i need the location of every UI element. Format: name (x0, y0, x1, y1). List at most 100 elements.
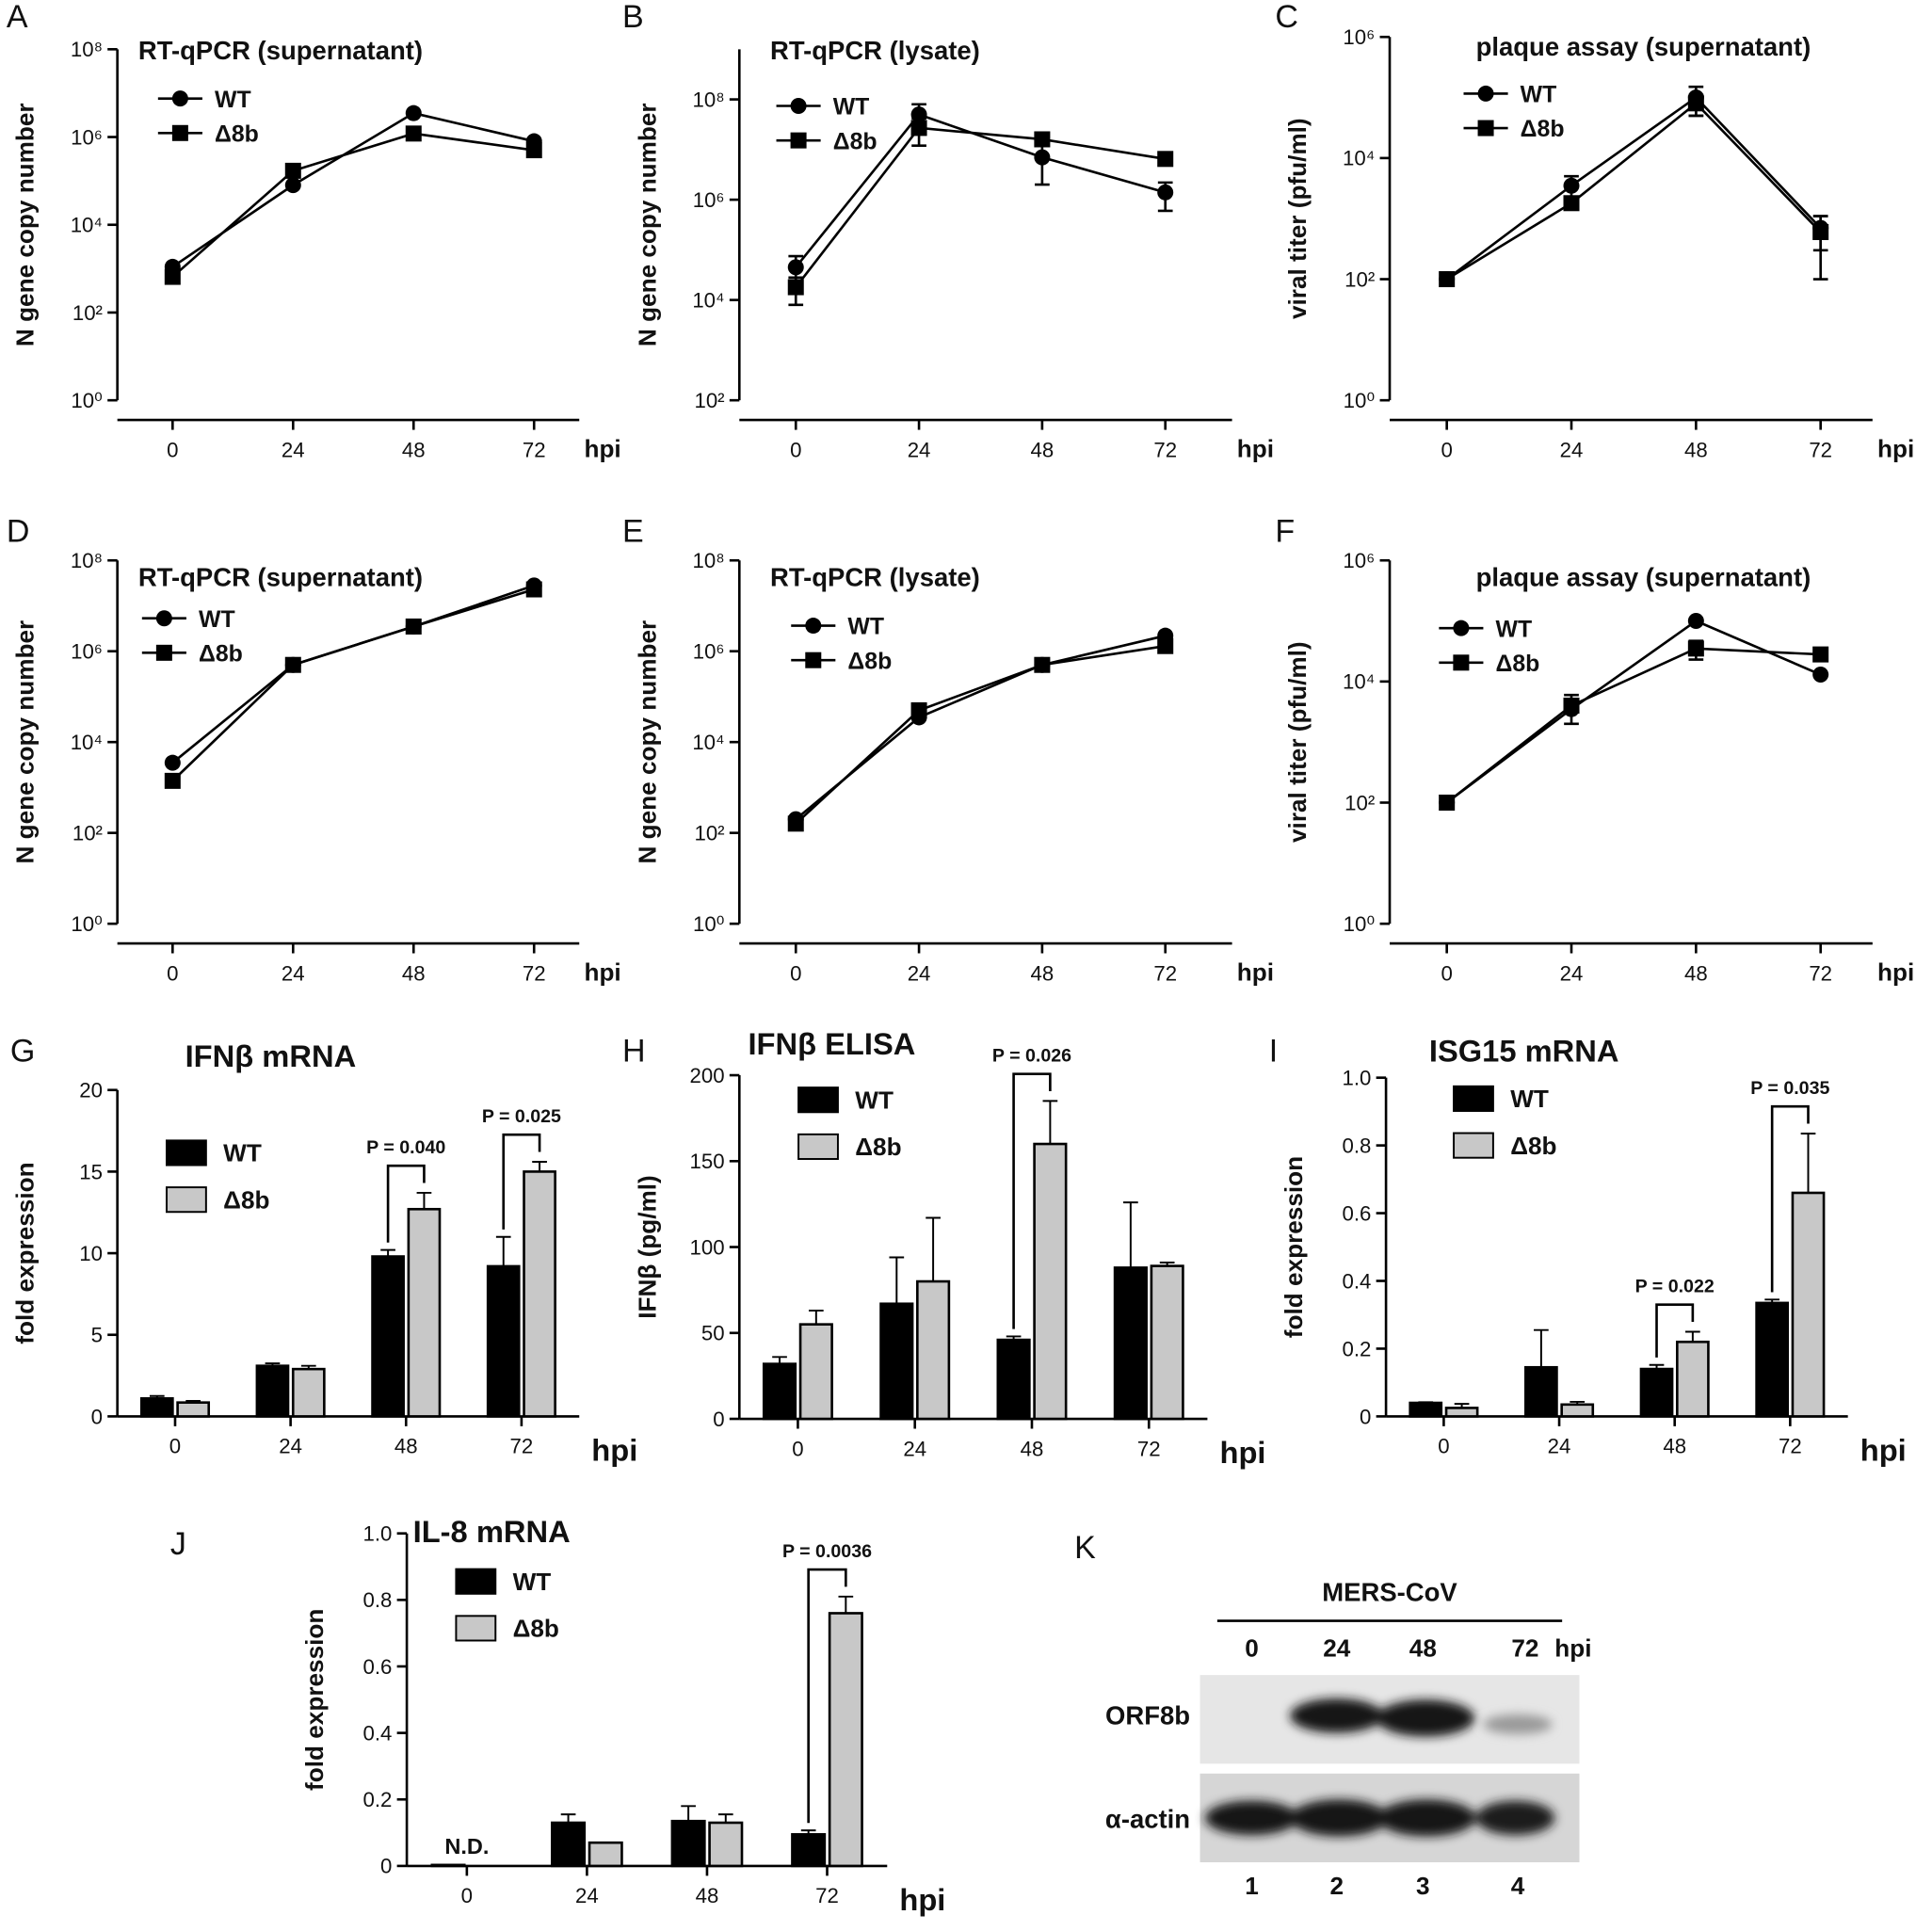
bar (879, 1302, 914, 1421)
bar (430, 1863, 466, 1868)
legend-label: WT (223, 1139, 262, 1167)
lane-label: 0 (1245, 1634, 1259, 1663)
x-tick-label: 24 (1548, 1435, 1571, 1458)
chart-title: RT-qPCR (lysate) (770, 36, 980, 65)
legend-label: WT (1510, 1085, 1549, 1113)
panel-letter: C (1275, 0, 1298, 35)
chart-title: IFNβ mRNA (185, 1038, 357, 1073)
point (910, 120, 927, 137)
blot-title: MERS-CoV (1322, 1578, 1457, 1607)
y-tick-label: 10⁰ (693, 912, 725, 936)
x-tick-label: 48 (1684, 961, 1708, 985)
legend-label: WT (847, 615, 884, 640)
y-tick-label: 10⁶ (1343, 25, 1375, 49)
bar (1113, 1266, 1148, 1421)
annotation: P = 0.026 (992, 1046, 1071, 1067)
y-tick-label: 10⁴ (71, 214, 103, 237)
point (525, 142, 542, 159)
chart-title: IL-8 mRNA (413, 1514, 571, 1549)
y-tick-label: 10⁸ (693, 549, 725, 572)
panel: E RT-qPCR (lysate) N gene copy number 10⁰ 10… (622, 514, 1274, 987)
y-tick-label: 10² (72, 301, 103, 325)
legend-swatch (797, 1086, 839, 1114)
x-tick-label: 0 (169, 1435, 181, 1458)
legend-label: WT (513, 1568, 552, 1596)
bar (791, 1833, 827, 1868)
x-tick-label: 72 (523, 438, 546, 461)
point (284, 162, 301, 179)
point (1439, 794, 1456, 812)
series-line (795, 644, 1166, 825)
y-tick-label: 10⁰ (1344, 389, 1376, 412)
legend-swatch (797, 1133, 839, 1160)
point (405, 618, 422, 635)
bar (1639, 1367, 1674, 1418)
y-axis-label: IFNβ (pg/ml) (633, 1175, 661, 1319)
bar (176, 1401, 211, 1418)
x-tick-label: 0 (167, 961, 178, 985)
panel: A RT-qPCR (supernatant) N gene copy number… (7, 0, 621, 462)
band (1376, 1699, 1475, 1737)
panel-letter: J (170, 1526, 186, 1562)
panel-letter: A (7, 0, 28, 35)
point (1563, 177, 1580, 194)
y-tick-label: 10⁰ (1344, 912, 1376, 936)
x-axis-label: hpi (591, 1433, 637, 1468)
lane-number: 2 (1329, 1872, 1344, 1900)
y-tick-label: 10⁶ (693, 640, 725, 664)
y-tick-label: 0 (1360, 1405, 1371, 1428)
lane-unit: hpi (1554, 1634, 1591, 1663)
y-tick-label: 1.0 (362, 1522, 392, 1546)
series-line (1445, 647, 1821, 804)
y-tick-label: 10² (694, 389, 724, 412)
bar (708, 1821, 744, 1868)
bar (1524, 1365, 1558, 1418)
legend-swatch (1453, 1085, 1494, 1112)
panel: B RT-qPCR (lysate) N gene copy number 10² 10… (622, 0, 1274, 462)
bar (291, 1367, 326, 1418)
lane-label: 24 (1323, 1634, 1351, 1663)
legend-label: Δ8b (1521, 117, 1565, 142)
x-tick-label: 0 (1441, 438, 1452, 461)
lane-label: 72 (1511, 1634, 1538, 1663)
point (1563, 195, 1580, 212)
significance-bracket (386, 1164, 426, 1243)
x-tick-label: 24 (908, 961, 931, 985)
panel-letter: F (1275, 514, 1295, 550)
x-tick-label: 48 (1031, 961, 1055, 985)
bar (551, 1821, 587, 1868)
y-tick-label: 10⁴ (692, 288, 724, 312)
series-line (795, 126, 1166, 288)
x-tick-label: 24 (908, 438, 931, 461)
annotation: P = 0.025 (482, 1106, 561, 1127)
error-bar (838, 1595, 854, 1614)
legend-label: WT (833, 95, 870, 121)
point (1812, 223, 1829, 240)
bar (670, 1819, 706, 1868)
significance-bracket (1012, 1072, 1052, 1329)
y-tick-label: 0.8 (362, 1588, 392, 1612)
x-axis-label: hpi (1877, 957, 1914, 986)
bar (916, 1279, 951, 1421)
y-tick-label: 15 (79, 1160, 103, 1183)
band (1204, 1800, 1299, 1836)
error-bar (926, 1216, 941, 1282)
point (787, 259, 804, 276)
point (1034, 656, 1051, 673)
point (164, 268, 181, 285)
panel-letter: D (7, 514, 30, 550)
y-axis-label: fold expression (11, 1162, 40, 1344)
x-tick-label: 72 (510, 1435, 534, 1458)
bar (523, 1170, 556, 1418)
bar (1444, 1407, 1479, 1418)
y-tick-label: 10² (694, 822, 724, 845)
x-tick-label: 24 (282, 961, 305, 985)
y-axis-label: viral titer (pfu/ml) (1283, 641, 1312, 843)
error-bar (1042, 1100, 1058, 1145)
series-line (795, 113, 1167, 268)
error-bar (717, 1813, 733, 1823)
legend-label: WT (1521, 83, 1557, 108)
error-bar (1800, 1133, 1816, 1193)
